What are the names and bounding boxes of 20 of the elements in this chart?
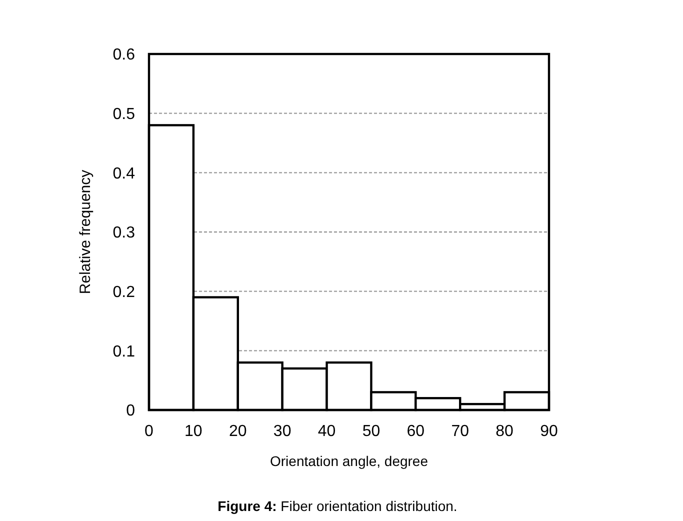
x-tick-label: 80 bbox=[496, 423, 514, 440]
x-tick-label: 70 bbox=[451, 423, 470, 440]
y-tick-label: 0.5 bbox=[112, 106, 136, 123]
x-tick-label: 30 bbox=[273, 423, 292, 440]
x-tick-label: 0 bbox=[144, 423, 154, 440]
y-tick-label: 0.3 bbox=[112, 224, 136, 242]
y-tick-label: 0 bbox=[126, 402, 136, 420]
x-tick-label: 20 bbox=[228, 423, 247, 440]
caption: Figure 4: Fiber orientation distribution. bbox=[218, 498, 458, 514]
x-tick-label: 10 bbox=[184, 423, 202, 440]
y-tick-label: 0.6 bbox=[112, 46, 136, 64]
y-tick-label: 0.2 bbox=[112, 284, 136, 301]
y-tick-label: 0.1 bbox=[112, 343, 136, 360]
y-axis-title: Relative frequency bbox=[77, 169, 94, 294]
x-tick-label: 50 bbox=[362, 423, 380, 440]
x-tick-label: 90 bbox=[540, 423, 558, 440]
x-tick-label: 40 bbox=[318, 423, 336, 440]
x-tick-label: 60 bbox=[406, 423, 425, 440]
x-axis-title: Orientation angle, degree bbox=[270, 453, 428, 469]
y-tick-label: 0.4 bbox=[112, 165, 136, 182]
